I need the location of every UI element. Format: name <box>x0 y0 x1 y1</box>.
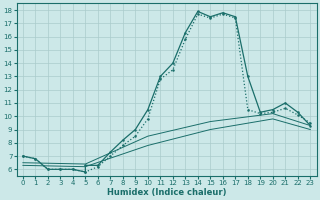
X-axis label: Humidex (Indice chaleur): Humidex (Indice chaleur) <box>107 188 226 197</box>
